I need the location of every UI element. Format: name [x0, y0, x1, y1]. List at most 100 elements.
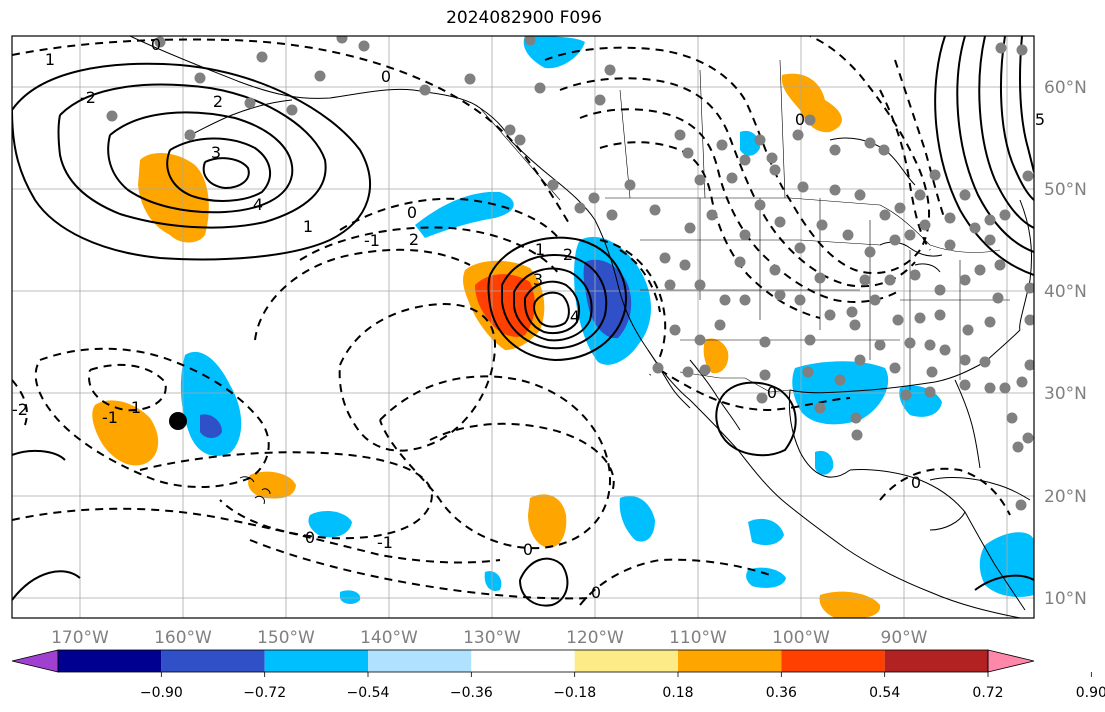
cyclone-position-marker	[169, 412, 187, 430]
contour-value-label: 0	[305, 528, 315, 547]
station-dot	[754, 134, 766, 146]
station-dot	[588, 192, 600, 204]
contour-value-label: 0	[151, 35, 161, 54]
colorbar-segment	[368, 650, 472, 672]
longitude-label: 90°W	[881, 628, 928, 648]
station-dot	[682, 366, 694, 378]
contour-value-label: 0	[795, 110, 805, 129]
contour-high-aleutian-4	[166, 137, 271, 202]
contour-high-east-coast-2	[956, 36, 1034, 253]
contour-large-loop	[379, 375, 612, 550]
anomaly-area-hawaii-west	[92, 400, 159, 466]
station-dot	[716, 139, 728, 151]
station-dot	[889, 362, 901, 374]
station-dot	[959, 379, 971, 391]
station-dot	[797, 181, 809, 193]
station-dot	[924, 386, 936, 398]
station-dot	[962, 324, 974, 336]
station-dot	[649, 204, 661, 216]
positive-anomaly-shading	[92, 73, 881, 618]
map-title: 2024082900 F096	[446, 8, 602, 28]
station-dot	[794, 294, 806, 306]
longitude-label: 160°W	[154, 628, 212, 648]
station-dot	[759, 369, 771, 381]
contour-value-label: 1	[303, 217, 313, 236]
station-dot	[814, 272, 826, 284]
contour-east-pacific-closed	[519, 557, 569, 607]
border-us-states	[640, 198, 1010, 390]
coastline-alaska	[129, 36, 511, 141]
latitude-label: 60°N	[1044, 78, 1087, 98]
dashed-contours	[12, 36, 1011, 606]
station-dot	[824, 309, 836, 321]
longitude-label: 150°W	[257, 628, 315, 648]
station-dot	[999, 382, 1011, 394]
station-dot	[929, 169, 941, 181]
station-dot	[995, 42, 1007, 54]
station-dot	[914, 189, 926, 201]
station-dot	[859, 274, 871, 286]
contour-north-america-trough-2	[559, 77, 916, 288]
contour-value-label: -1	[364, 231, 380, 250]
station-dot	[464, 73, 476, 85]
station-dot	[739, 294, 751, 306]
station-dot	[534, 82, 546, 94]
longitude-label: 140°W	[360, 628, 418, 648]
solid-contours	[12, 36, 1034, 607]
station-dot	[889, 234, 901, 246]
anomaly-area-hawaii-east	[180, 351, 242, 456]
station-dot	[286, 104, 298, 116]
station-dot	[739, 154, 751, 166]
station-dot	[814, 402, 826, 414]
station-dot	[106, 110, 118, 122]
station-dot	[969, 222, 981, 234]
station-dot	[664, 279, 676, 291]
station-dot	[769, 264, 781, 276]
colorbar-segment	[161, 650, 265, 672]
station-dot	[774, 289, 786, 301]
station-dot	[706, 209, 718, 221]
anomaly-area-aleutian	[138, 153, 209, 243]
station-dot	[684, 222, 696, 234]
station-dot	[1012, 441, 1024, 453]
station-dot	[934, 284, 946, 296]
station-dot	[794, 242, 806, 254]
station-dot	[884, 274, 896, 286]
colorbar-segment	[471, 650, 575, 672]
colorbar-tick-label: 0.18	[662, 685, 693, 701]
colorbar-segment	[58, 650, 162, 672]
anomaly-area-canada	[781, 73, 842, 133]
station-dot	[874, 339, 886, 351]
contour-value-label: 0	[523, 540, 533, 559]
latitude-label: 50°N	[1044, 180, 1087, 200]
station-dot	[959, 189, 971, 201]
contour-high-aleutian-outer	[12, 62, 371, 261]
contour-minus-1-pacific-2	[299, 226, 561, 276]
border-us-mexico	[679, 371, 791, 393]
station-dot	[734, 256, 746, 268]
contour-high-aleutian-5	[202, 157, 250, 190]
station-dot	[659, 252, 671, 264]
anomaly-area-baja	[703, 338, 729, 374]
contour-east-minus	[894, 59, 946, 221]
contour-value-label: 0	[767, 383, 777, 402]
station-dot	[314, 70, 326, 82]
longitude-label: 130°W	[463, 628, 521, 648]
station-dot	[984, 214, 996, 226]
coastline-north-america-west	[509, 139, 1021, 618]
contour-high-east-coast-5	[1019, 36, 1034, 173]
colorbar-tick-label: 0.72	[972, 685, 1003, 701]
anomaly-area-mexico-west	[748, 518, 784, 546]
station-dot	[759, 336, 771, 348]
station-dot	[892, 314, 904, 326]
contour-high-aleutian-3	[107, 111, 294, 214]
colorbar-tick-label: −0.54	[347, 685, 390, 701]
station-dot	[524, 36, 536, 46]
longitude-label: 100°W	[772, 628, 830, 648]
colorbar-tick-label: 0.54	[869, 685, 900, 701]
latitude-label: 10°N	[1044, 589, 1087, 609]
contour-high-east-coast-3	[978, 36, 1034, 229]
contour-zero-line-mexico	[659, 369, 851, 412]
station-dot	[756, 392, 768, 404]
station-dot	[1022, 170, 1034, 182]
